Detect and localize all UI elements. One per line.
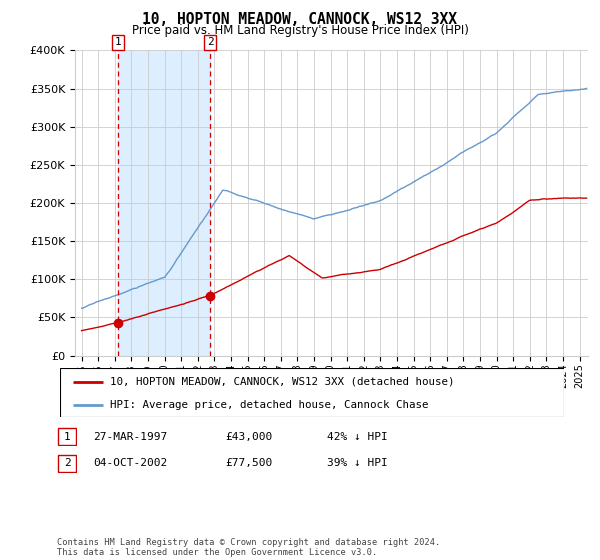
- Text: 2: 2: [64, 458, 71, 468]
- Text: 27-MAR-1997: 27-MAR-1997: [93, 432, 167, 442]
- Text: Contains HM Land Registry data © Crown copyright and database right 2024.
This d: Contains HM Land Registry data © Crown c…: [57, 538, 440, 557]
- Text: HPI: Average price, detached house, Cannock Chase: HPI: Average price, detached house, Cann…: [110, 400, 429, 410]
- Text: Price paid vs. HM Land Registry's House Price Index (HPI): Price paid vs. HM Land Registry's House …: [131, 24, 469, 37]
- Text: 04-OCT-2002: 04-OCT-2002: [93, 458, 167, 468]
- Text: 2: 2: [207, 38, 214, 48]
- Text: 1: 1: [64, 432, 71, 442]
- Text: 10, HOPTON MEADOW, CANNOCK, WS12 3XX: 10, HOPTON MEADOW, CANNOCK, WS12 3XX: [143, 12, 458, 27]
- Text: 10, HOPTON MEADOW, CANNOCK, WS12 3XX (detached house): 10, HOPTON MEADOW, CANNOCK, WS12 3XX (de…: [110, 377, 455, 387]
- Text: £77,500: £77,500: [225, 458, 272, 468]
- Text: 42% ↓ HPI: 42% ↓ HPI: [327, 432, 388, 442]
- Text: £43,000: £43,000: [225, 432, 272, 442]
- Text: 39% ↓ HPI: 39% ↓ HPI: [327, 458, 388, 468]
- Text: 1: 1: [115, 38, 122, 48]
- Bar: [118, 50, 211, 356]
